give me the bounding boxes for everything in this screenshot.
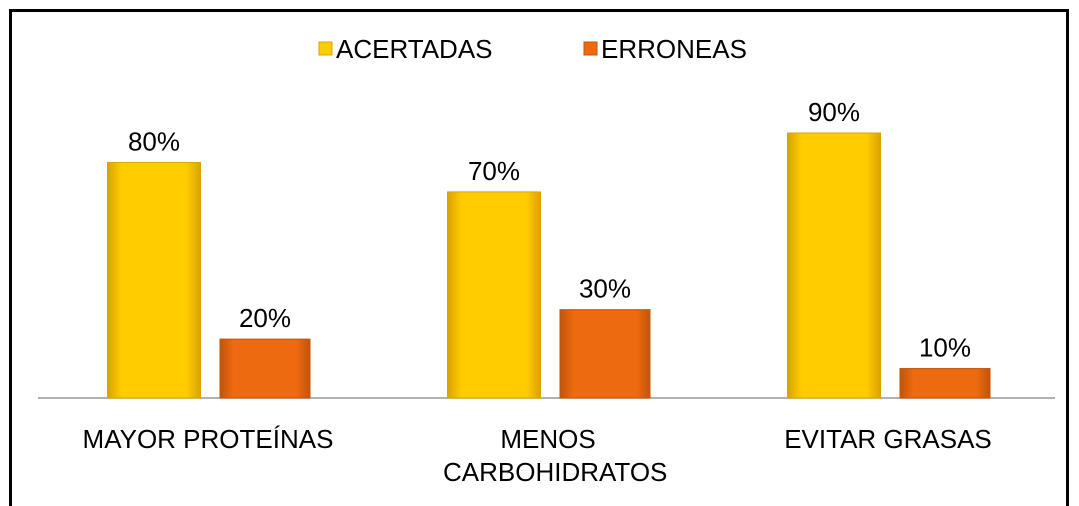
bar [899,368,991,399]
data-label: 70% [468,156,520,186]
x-tick-label: MENOS CARBOHIDRATOS [443,424,668,487]
data-label: 90% [808,97,860,127]
bar [107,161,201,399]
chart-frame [9,9,1069,506]
x-tick-label: MAYOR PROTEÍNAS [82,424,334,454]
legend-swatch [318,41,333,56]
bar [219,338,311,399]
bar [559,309,651,399]
legend-label: ACERTADAS [336,34,493,64]
legend-label: ERRONEAS [601,34,747,64]
data-label: 10% [919,333,971,363]
bar [447,191,541,399]
legend-swatch [583,41,598,56]
x-tick-label: EVITAR GRASAS [784,424,992,454]
data-label: 80% [128,126,180,156]
data-label: 30% [579,274,631,304]
data-label: 20% [239,303,291,333]
bar [787,132,881,399]
